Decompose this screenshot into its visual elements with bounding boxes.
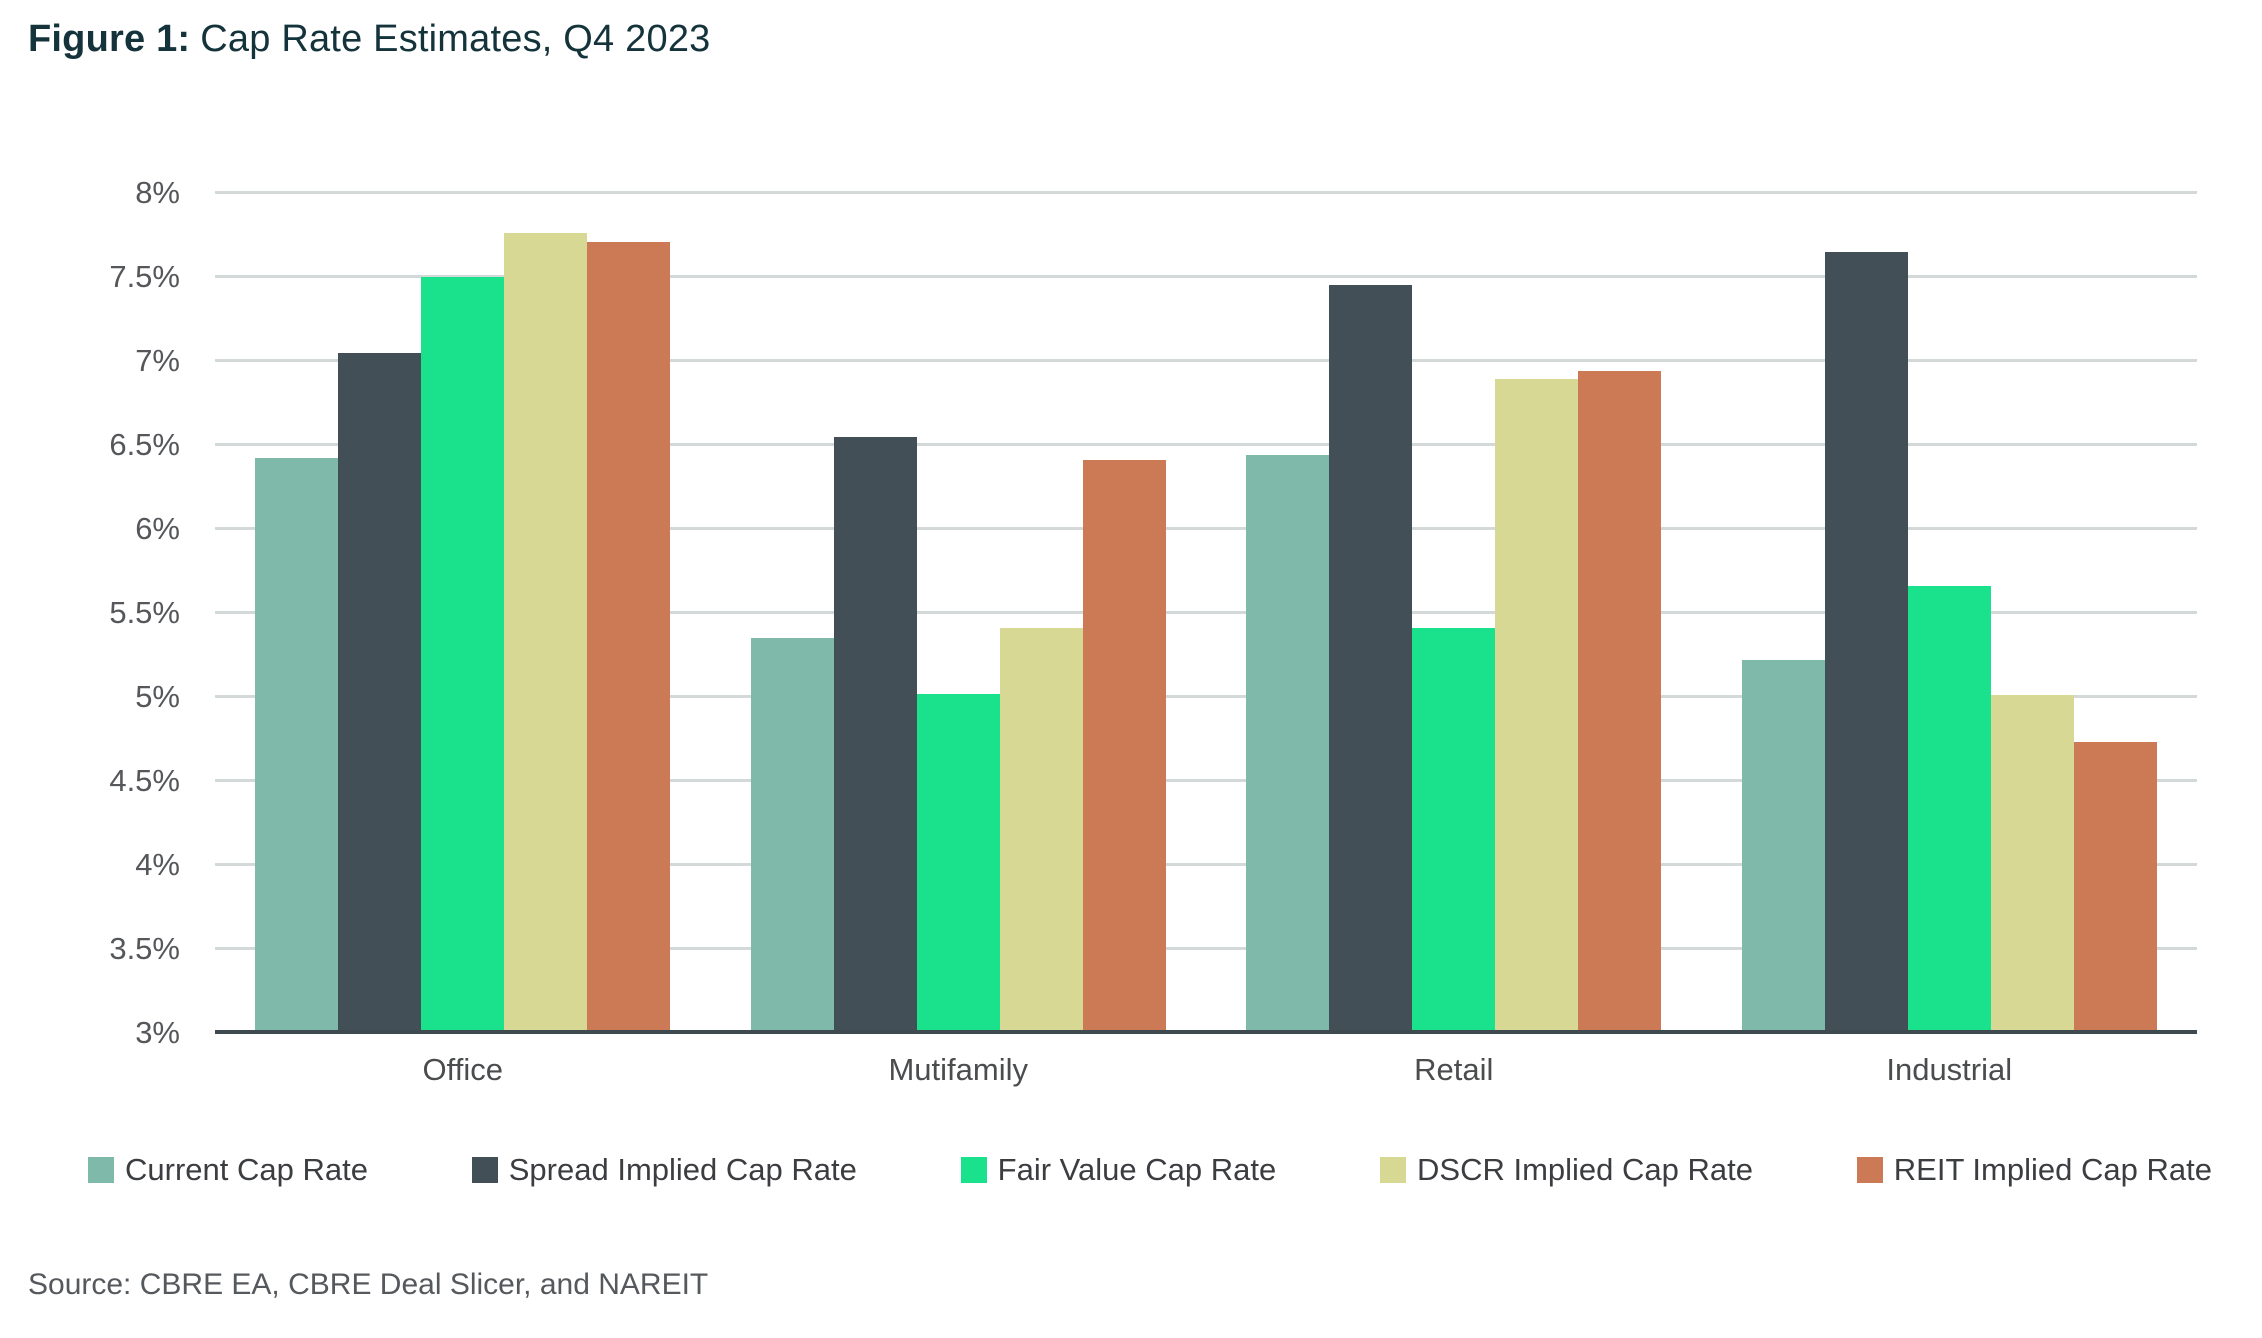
bar	[587, 241, 671, 1033]
y-tick-label: 5%	[135, 679, 180, 714]
bar	[255, 458, 339, 1033]
chart-title-text: Cap Rate Estimates, Q4 2023	[200, 18, 711, 60]
chart-legend: Current Cap Rate Spread Implied Cap Rate F…	[88, 1148, 2212, 1192]
legend-label: REIT Implied Cap Rate	[1893, 1152, 2212, 1187]
bar	[1990, 695, 2074, 1033]
y-tick-label: 6%	[135, 511, 180, 546]
bar	[504, 233, 588, 1033]
gridline	[215, 275, 2197, 278]
y-tick-label: 7%	[135, 343, 180, 378]
y-tick-label: 4%	[135, 847, 180, 882]
x-axis-label: Mutifamily	[888, 1052, 1028, 1087]
legend-label: Current Cap Rate	[125, 1152, 368, 1187]
gridline	[215, 779, 2197, 782]
legend-swatch	[1856, 1157, 1883, 1183]
bar	[1824, 251, 1908, 1033]
legend-item: Spread Implied Cap Rate	[471, 1152, 857, 1188]
gridline	[215, 191, 2197, 194]
bar	[1907, 586, 1991, 1033]
source-text: Source: CBRE EA, CBRE Deal Slicer, and N…	[28, 1268, 709, 1301]
bar	[750, 638, 834, 1033]
bar	[338, 352, 422, 1033]
y-tick-label: 3.5%	[109, 931, 180, 966]
legend-label: Spread Implied Cap Rate	[508, 1152, 857, 1187]
bar-group-retail	[1206, 193, 1702, 1033]
legend-item: DSCR Implied Cap Rate	[1380, 1152, 1753, 1188]
bar	[916, 693, 1000, 1033]
legend-swatch	[960, 1157, 987, 1183]
gridline	[215, 695, 2197, 698]
gridline	[215, 863, 2197, 866]
bar	[1246, 455, 1330, 1033]
x-axis-label: Industrial	[1886, 1052, 2013, 1087]
bar-groups	[215, 193, 2197, 1033]
legend-item: REIT Implied Cap Rate	[1856, 1152, 2212, 1188]
bar	[833, 436, 917, 1033]
x-axis-labels: Office Mutifamily Retail Industrial	[215, 1052, 2197, 1088]
bar	[1329, 285, 1413, 1033]
legend-swatch	[471, 1157, 498, 1183]
bar-group-mutifamily	[711, 193, 1207, 1033]
legend-item: Fair Value Cap Rate	[960, 1152, 1277, 1188]
bar	[999, 628, 1083, 1033]
x-axis-label: Retail	[1414, 1052, 1494, 1087]
x-axis-line	[215, 1030, 2197, 1034]
legend-swatch	[1380, 1157, 1406, 1183]
bar	[421, 277, 505, 1033]
gridline	[215, 611, 2197, 614]
y-tick-label: 4.5%	[109, 763, 180, 798]
legend-swatch	[88, 1157, 114, 1183]
bar	[1578, 371, 1662, 1033]
y-tick-label: 3%	[135, 1015, 180, 1050]
gridline	[215, 527, 2197, 530]
bar	[1741, 660, 1825, 1033]
chart-title: Figure 1: Cap Rate Estimates, Q4 2023	[28, 18, 710, 61]
legend-item: Current Cap Rate	[88, 1152, 368, 1188]
bar	[1082, 460, 1166, 1033]
gridline	[215, 359, 2197, 362]
y-tick-label: 5.5%	[109, 595, 180, 630]
gridline	[215, 947, 2197, 950]
bar	[2073, 742, 2157, 1033]
bar	[1495, 379, 1579, 1033]
legend-label: DSCR Implied Cap Rate	[1417, 1152, 1753, 1187]
legend-label: Fair Value Cap Rate	[997, 1152, 1277, 1187]
chart-title-prefix: Figure 1:	[28, 18, 191, 60]
y-tick-label: 8%	[135, 175, 180, 210]
bar-group-office	[215, 193, 711, 1033]
gridline	[215, 443, 2197, 446]
y-tick-label: 6.5%	[109, 427, 180, 462]
plot-area	[215, 191, 2197, 1034]
y-axis: 3% 3.5% 4% 4.5% 5% 5.5% 6% 6.5% 7% 7.5% 8%	[0, 175, 180, 1050]
bar	[1412, 628, 1496, 1033]
bar-group-industrial	[1702, 193, 2198, 1033]
x-axis-label: Office	[422, 1052, 503, 1087]
y-tick-label: 7.5%	[109, 259, 180, 294]
